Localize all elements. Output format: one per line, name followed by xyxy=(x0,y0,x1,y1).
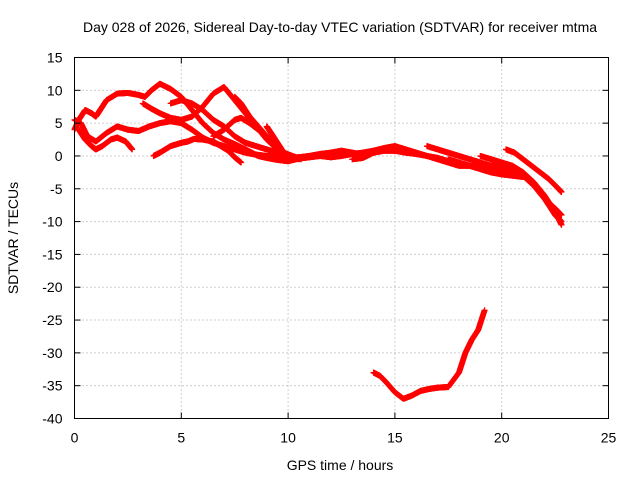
chart-title: Day 028 of 2026, Sidereal Day-to-day VTE… xyxy=(83,19,597,35)
series-track-c xyxy=(75,126,136,153)
grid xyxy=(74,57,609,419)
x-tick-label: 0 xyxy=(71,430,79,446)
data-points xyxy=(71,80,565,402)
